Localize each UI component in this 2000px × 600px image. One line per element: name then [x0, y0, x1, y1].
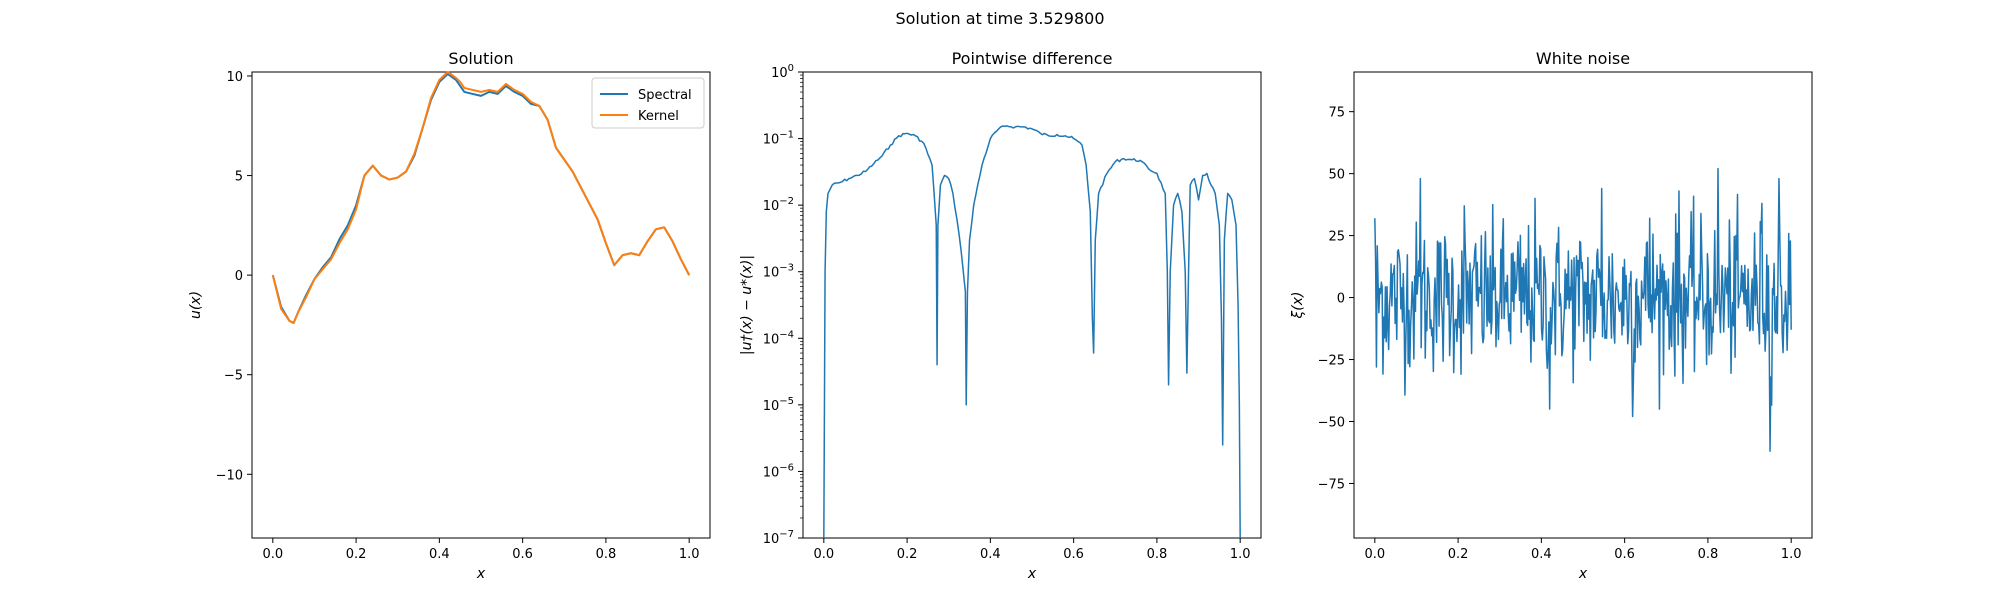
y-tick-label: 10−6 — [763, 462, 794, 480]
y-axis-label: u(x) — [188, 291, 204, 319]
y-tick-label: −50 — [1318, 416, 1345, 431]
x-tick-label: 0.8 — [596, 547, 617, 562]
x-axis-label: x — [1027, 566, 1037, 582]
x-tick-label: 0.8 — [1147, 547, 1168, 562]
axes-frame — [1353, 71, 1813, 539]
x-tick-label: 1.0 — [679, 547, 700, 562]
panel-title: Pointwise difference — [952, 49, 1113, 68]
y-tick-label: 100 — [771, 63, 794, 81]
y-axis-label: ξ(x) — [1290, 291, 1306, 319]
x-tick-label: 0.2 — [897, 547, 918, 562]
y-tick-label: −10 — [216, 468, 243, 483]
axes-frame — [251, 71, 711, 539]
noise-line — [1374, 167, 1792, 452]
y-tick-label: 10−2 — [763, 196, 794, 214]
pointwise-difference-panel: Pointwise difference x |u†(x) − u*(x)| 0.0 0… — [739, 49, 1262, 582]
series-line-kernel — [271, 71, 691, 324]
y-tick-label: 25 — [1328, 230, 1345, 245]
y-tick-label: 0 — [235, 269, 243, 284]
y-tick-label: −25 — [1318, 354, 1345, 369]
x-tick-label: 0.0 — [262, 547, 283, 562]
x-tick-label: 0.8 — [1698, 547, 1719, 562]
legend: Spectral Kernel — [591, 77, 705, 129]
y-tick-label: 50 — [1328, 168, 1345, 183]
legend-label-spectral: Spectral — [638, 88, 692, 103]
panel-title: Solution — [448, 49, 513, 68]
x-tick-label: 0.6 — [512, 547, 533, 562]
x-tick-label: 0.6 — [1063, 547, 1084, 562]
x-tick-label: 0.4 — [1531, 547, 1552, 562]
y-tick-label: 0 — [1337, 292, 1345, 307]
figure-suptitle: Solution at time 3.529800 — [895, 9, 1104, 28]
y-tick-label: 5 — [235, 170, 243, 185]
panel-title: White noise — [1536, 49, 1630, 68]
y-tick-label: 10−1 — [763, 130, 794, 148]
x-tick-label: 1.0 — [1230, 547, 1251, 562]
y-tick-label: 10 — [226, 70, 243, 85]
x-tick-label: 0.6 — [1614, 547, 1635, 562]
x-tick-label: 0.4 — [429, 547, 450, 562]
solution-panel: Solution x u(x) 0.0 0.2 0.4 0.6 0.8 1.0 10 5 0 −5 −10… — [188, 49, 711, 582]
y-tick-label: 10−7 — [763, 529, 794, 547]
axes-frame — [802, 71, 1262, 539]
x-tick-label: 0.0 — [813, 547, 834, 562]
x-tick-label: 0.2 — [346, 547, 367, 562]
y-axis-label: |u†(x) − u*(x)| — [739, 255, 755, 355]
x-axis-label: x — [476, 566, 486, 582]
y-tick-label: 10−5 — [763, 396, 794, 414]
y-tick-label: −75 — [1318, 477, 1345, 492]
legend-label-kernel: Kernel — [638, 109, 679, 124]
white-noise-panel: White noise x ξ(x) 0.0 0.2 0.4 0.6 0.8 1.0 75 50 25… — [1290, 49, 1813, 582]
x-axis-label: x — [1578, 566, 1588, 582]
x-tick-label: 0.4 — [980, 547, 1001, 562]
x-tick-label: 1.0 — [1781, 547, 1802, 562]
y-tick-label: 10−4 — [763, 329, 794, 347]
y-tick-label: 10−3 — [763, 263, 794, 281]
x-tick-label: 0.0 — [1364, 547, 1385, 562]
x-tick-label: 0.2 — [1448, 547, 1469, 562]
y-tick-label: −5 — [224, 369, 243, 384]
y-tick-label: 75 — [1328, 106, 1345, 121]
difference-line — [823, 125, 1241, 539]
